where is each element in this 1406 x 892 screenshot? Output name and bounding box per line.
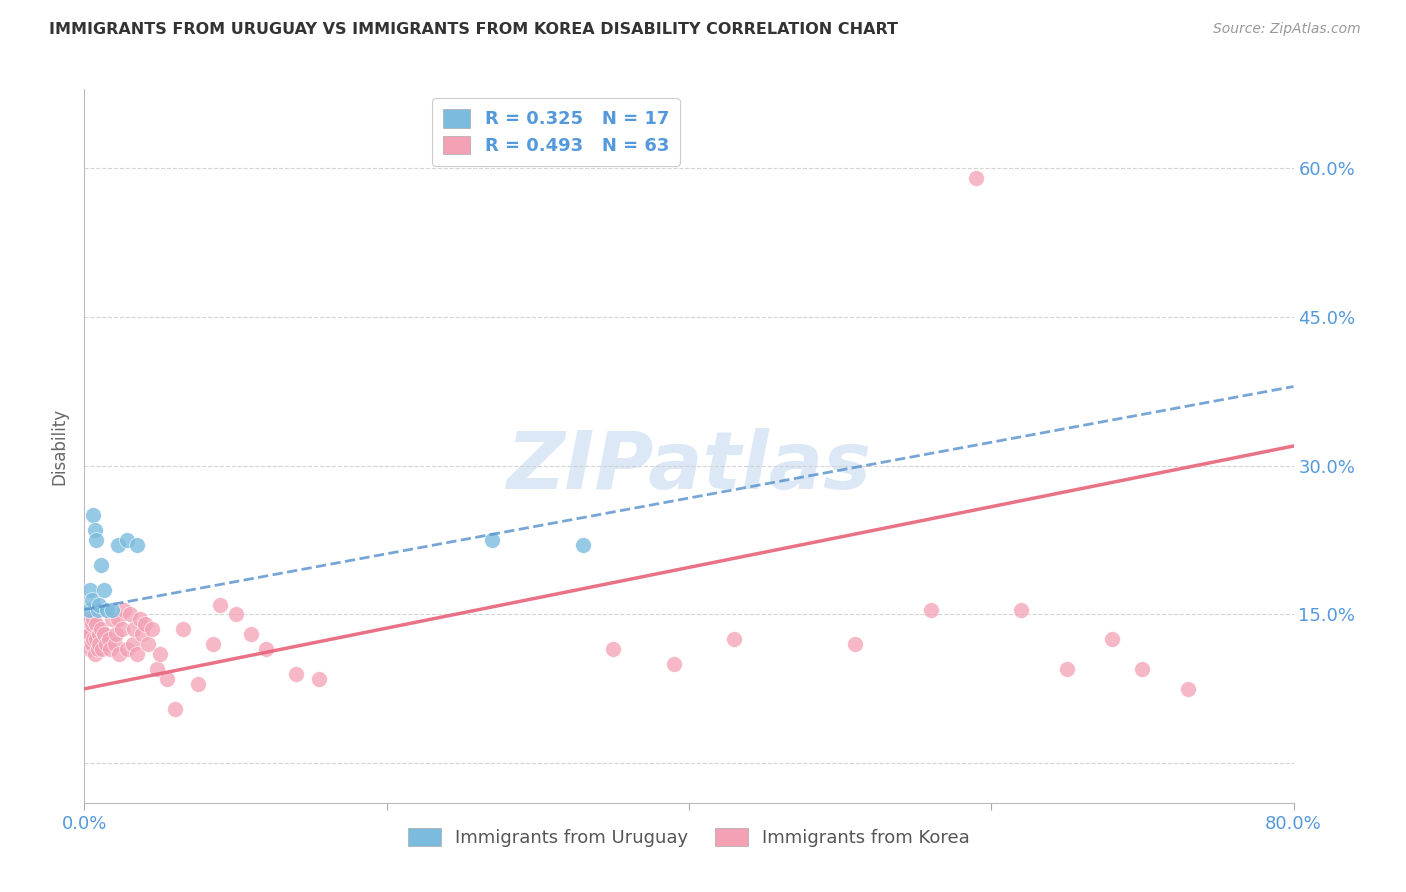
Point bbox=[127, 538, 149, 552]
Point bbox=[662, 657, 685, 671]
Point bbox=[79, 642, 101, 657]
Point bbox=[156, 672, 179, 686]
Point bbox=[100, 612, 122, 626]
Point bbox=[723, 632, 745, 647]
Text: Source: ZipAtlas.com: Source: ZipAtlas.com bbox=[1213, 22, 1361, 37]
Point bbox=[91, 642, 114, 657]
Text: IMMIGRANTS FROM URUGUAY VS IMMIGRANTS FROM KOREA DISABILITY CORRELATION CHART: IMMIGRANTS FROM URUGUAY VS IMMIGRANTS FR… bbox=[49, 22, 898, 37]
Point bbox=[209, 598, 232, 612]
Point bbox=[90, 558, 112, 572]
Point bbox=[602, 642, 624, 657]
Point bbox=[122, 623, 145, 637]
Point bbox=[89, 637, 111, 651]
Point bbox=[89, 598, 111, 612]
Point bbox=[86, 632, 108, 647]
Point bbox=[79, 582, 101, 597]
Point bbox=[172, 623, 194, 637]
Point bbox=[87, 642, 110, 657]
Point bbox=[80, 617, 103, 632]
Point bbox=[149, 647, 172, 661]
Point bbox=[98, 642, 121, 657]
Point bbox=[100, 602, 122, 616]
Point bbox=[93, 582, 115, 597]
Point bbox=[82, 632, 104, 647]
Y-axis label: Disability: Disability bbox=[51, 408, 69, 484]
Point bbox=[136, 637, 159, 651]
Point bbox=[108, 647, 131, 661]
Point bbox=[77, 612, 100, 626]
Point bbox=[165, 701, 187, 715]
Point bbox=[104, 637, 127, 651]
Text: ZIPatlas: ZIPatlas bbox=[506, 428, 872, 507]
Point bbox=[201, 637, 224, 651]
Point bbox=[82, 508, 104, 523]
Point bbox=[129, 612, 152, 626]
Point bbox=[239, 627, 262, 641]
Point bbox=[131, 627, 153, 641]
Point bbox=[96, 602, 118, 616]
Point bbox=[285, 667, 308, 681]
Point bbox=[481, 533, 503, 548]
Point bbox=[84, 647, 107, 661]
Point bbox=[1177, 681, 1199, 696]
Point bbox=[127, 647, 149, 661]
Point bbox=[965, 171, 987, 186]
Point bbox=[118, 607, 141, 622]
Point bbox=[89, 627, 111, 641]
Point bbox=[1056, 662, 1078, 676]
Point bbox=[1011, 602, 1033, 616]
Point bbox=[94, 637, 117, 651]
Point bbox=[80, 637, 103, 651]
Point bbox=[225, 607, 247, 622]
Point bbox=[105, 627, 128, 641]
Point bbox=[187, 677, 209, 691]
Legend: Immigrants from Uruguay, Immigrants from Korea: Immigrants from Uruguay, Immigrants from… bbox=[401, 822, 977, 855]
Point bbox=[90, 623, 112, 637]
Point bbox=[86, 533, 108, 548]
Point bbox=[1130, 662, 1153, 676]
Point bbox=[254, 642, 277, 657]
Point bbox=[141, 623, 163, 637]
Point bbox=[115, 642, 138, 657]
Point bbox=[93, 627, 115, 641]
Point bbox=[77, 602, 100, 616]
Point bbox=[79, 627, 101, 641]
Point bbox=[76, 632, 98, 647]
Point bbox=[86, 617, 108, 632]
Point bbox=[121, 637, 143, 651]
Point bbox=[146, 662, 169, 676]
Point bbox=[82, 612, 104, 626]
Point bbox=[1101, 632, 1123, 647]
Point bbox=[80, 592, 103, 607]
Point bbox=[308, 672, 330, 686]
Point bbox=[112, 602, 135, 616]
Point bbox=[844, 637, 866, 651]
Point bbox=[77, 627, 100, 641]
Point bbox=[87, 602, 110, 616]
Point bbox=[107, 538, 129, 552]
Point bbox=[96, 602, 118, 616]
Point bbox=[920, 602, 942, 616]
Point bbox=[84, 523, 107, 537]
Point bbox=[97, 632, 120, 647]
Point bbox=[107, 612, 129, 626]
Point bbox=[111, 623, 134, 637]
Point bbox=[115, 533, 138, 548]
Point bbox=[572, 538, 595, 552]
Point bbox=[134, 617, 156, 632]
